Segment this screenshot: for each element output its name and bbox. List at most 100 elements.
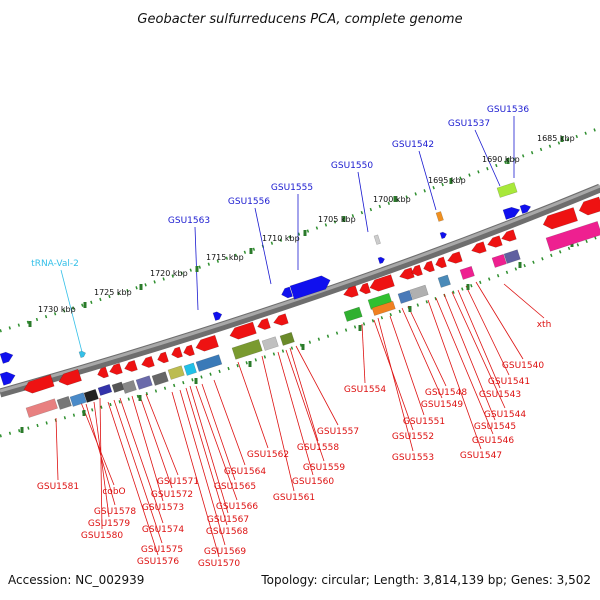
lower-leader-line [119, 397, 164, 524]
scale-label: 1730 kbp [38, 305, 76, 314]
scale-tick [466, 284, 470, 290]
gene-box [437, 274, 451, 288]
gene-box [83, 388, 99, 403]
gene-box [503, 249, 521, 264]
lower-gene-labels: GSU1581 cobO GSU1578 GSU1579 GSU1580 GSU1571 G… [37, 320, 551, 569]
lower-leader-line [475, 281, 524, 360]
upper-gene-label: GSU1563 [168, 216, 210, 226]
lower-gene-label: GSU1570 [198, 559, 240, 569]
lower-leader-line [465, 285, 510, 376]
lower-gene-label: xth [537, 320, 552, 330]
gene-box [111, 381, 125, 393]
lower-leader-line [373, 319, 414, 431]
lower-gene-label: GSU1564 [224, 467, 266, 477]
gene-arrow [97, 366, 109, 379]
lower-leader-line [261, 355, 295, 492]
gene-box [373, 234, 381, 245]
lower-leader-line [457, 289, 501, 389]
gene-arrow [501, 229, 517, 242]
gene-box [151, 371, 169, 386]
lower-gene-label: GSU1559 [303, 463, 345, 473]
lower-leader-line [189, 385, 229, 514]
gene-arrow [423, 260, 435, 273]
gene-box [371, 300, 396, 316]
scale-tick [408, 306, 412, 312]
gene-arrow [0, 371, 16, 386]
lower-leader-line [407, 305, 447, 387]
lower-gene-label: GSU1580 [81, 531, 123, 541]
scale-label: 1685 kbp [537, 134, 575, 143]
gene-arrow [289, 275, 331, 300]
gene-arrow [369, 274, 395, 292]
lower-gene-label: GSU1557 [317, 427, 359, 437]
lower-gene-label: GSU1572 [151, 490, 193, 500]
lower-leader-line [113, 399, 163, 544]
lower-leader-line [427, 299, 482, 450]
gene-box [409, 284, 429, 300]
genome-backbone [0, 183, 600, 398]
lower-leader-line [145, 393, 179, 476]
scale-tick [303, 230, 307, 236]
gene-arrow [343, 285, 359, 298]
gene-box [279, 331, 295, 346]
gene-box [397, 289, 413, 304]
lower-leader-line [443, 293, 496, 421]
upper-gene-label: tRNA-Val-2 [31, 259, 79, 269]
scale-tick [342, 216, 346, 222]
scale-labels: 1730 kbp 1725 kbp 1720 kbp 1715 kbp 1710 kbp… [38, 134, 575, 314]
lower-gene-label: GSU1569 [204, 547, 246, 557]
scale-tick [139, 284, 143, 290]
lower-gene-label: GSU1558 [297, 443, 339, 453]
lower-leader-line [295, 345, 339, 426]
gene-arrow [157, 351, 169, 364]
gene-box [195, 354, 223, 372]
gene-arrow [109, 362, 123, 375]
gene-arrow [519, 204, 532, 214]
gene-box [496, 182, 518, 198]
gene-box [121, 379, 137, 394]
gene-features [0, 182, 600, 418]
lower-leader-line [377, 317, 414, 452]
lower-leader-line [289, 347, 319, 442]
lower-gene-label: GSU1546 [472, 436, 514, 446]
lower-leader-line [435, 297, 494, 435]
lower-leader-line [93, 401, 110, 518]
gene-box [459, 265, 475, 280]
scale-tick [248, 361, 252, 367]
scale-tick [518, 262, 522, 268]
accession-text: Accession: NC_002939 [8, 573, 145, 587]
lower-leader-line [55, 417, 59, 481]
gene-arrow [578, 196, 600, 216]
lower-gene-label: GSU1568 [206, 527, 248, 537]
gene-box [183, 362, 197, 376]
gene-arrow [58, 368, 82, 386]
upper-leader-lines [60, 116, 515, 353]
upper-gene-label: GSU1542 [392, 140, 434, 150]
scale-label: 1715 kbp [206, 253, 244, 262]
lower-gene-label: GSU1541 [488, 377, 530, 387]
upper-leader-line [418, 150, 437, 211]
lower-leader-lines [55, 281, 545, 558]
lower-gene-label: cobO [102, 487, 125, 497]
lower-leader-line [503, 283, 545, 319]
gene-arrow [78, 350, 86, 359]
lower-gene-label: GSU1547 [460, 451, 502, 461]
gene-arrow [124, 359, 138, 372]
lower-gene-label: GSU1544 [484, 410, 526, 420]
scale-label: 1710 kbp [262, 234, 300, 243]
gene-box [167, 365, 185, 380]
scale-tick [82, 410, 86, 416]
scale-label: 1720 kbp [150, 269, 188, 278]
scale-tick [358, 325, 362, 331]
lower-leader-line [107, 401, 159, 556]
upper-leader-line [254, 207, 272, 285]
upper-gene-label: GSU1556 [228, 197, 270, 207]
upper-leader-line [60, 269, 83, 353]
gene-box [135, 375, 153, 390]
scale-tick [393, 196, 397, 202]
gene-arrow [195, 334, 219, 352]
gene-box [69, 392, 87, 407]
gene-box [56, 395, 72, 410]
